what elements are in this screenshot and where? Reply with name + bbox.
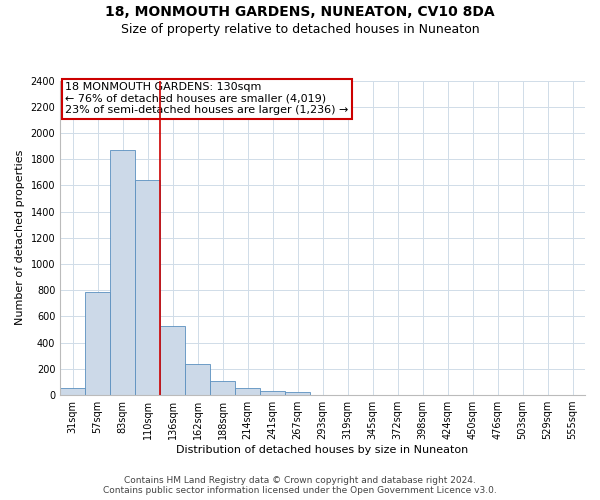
Text: Contains HM Land Registry data © Crown copyright and database right 2024.
Contai: Contains HM Land Registry data © Crown c… [103,476,497,495]
Bar [110,150,135,395]
Bar [60,388,85,395]
Text: 18 MONMOUTH GARDENS: 130sqm
← 76% of detached houses are smaller (4,019)
23% of : 18 MONMOUTH GARDENS: 130sqm ← 76% of det… [65,82,349,116]
Bar [185,364,210,395]
Bar [85,292,110,395]
Y-axis label: Number of detached properties: Number of detached properties [15,150,25,326]
Bar [260,391,285,395]
X-axis label: Distribution of detached houses by size in Nuneaton: Distribution of detached houses by size … [176,445,469,455]
Bar [160,326,185,395]
Text: 18, MONMOUTH GARDENS, NUNEATON, CV10 8DA: 18, MONMOUTH GARDENS, NUNEATON, CV10 8DA [105,5,495,19]
Bar [210,381,235,395]
Bar [235,388,260,395]
Bar [285,392,310,395]
Text: Size of property relative to detached houses in Nuneaton: Size of property relative to detached ho… [121,22,479,36]
Bar [135,180,160,395]
